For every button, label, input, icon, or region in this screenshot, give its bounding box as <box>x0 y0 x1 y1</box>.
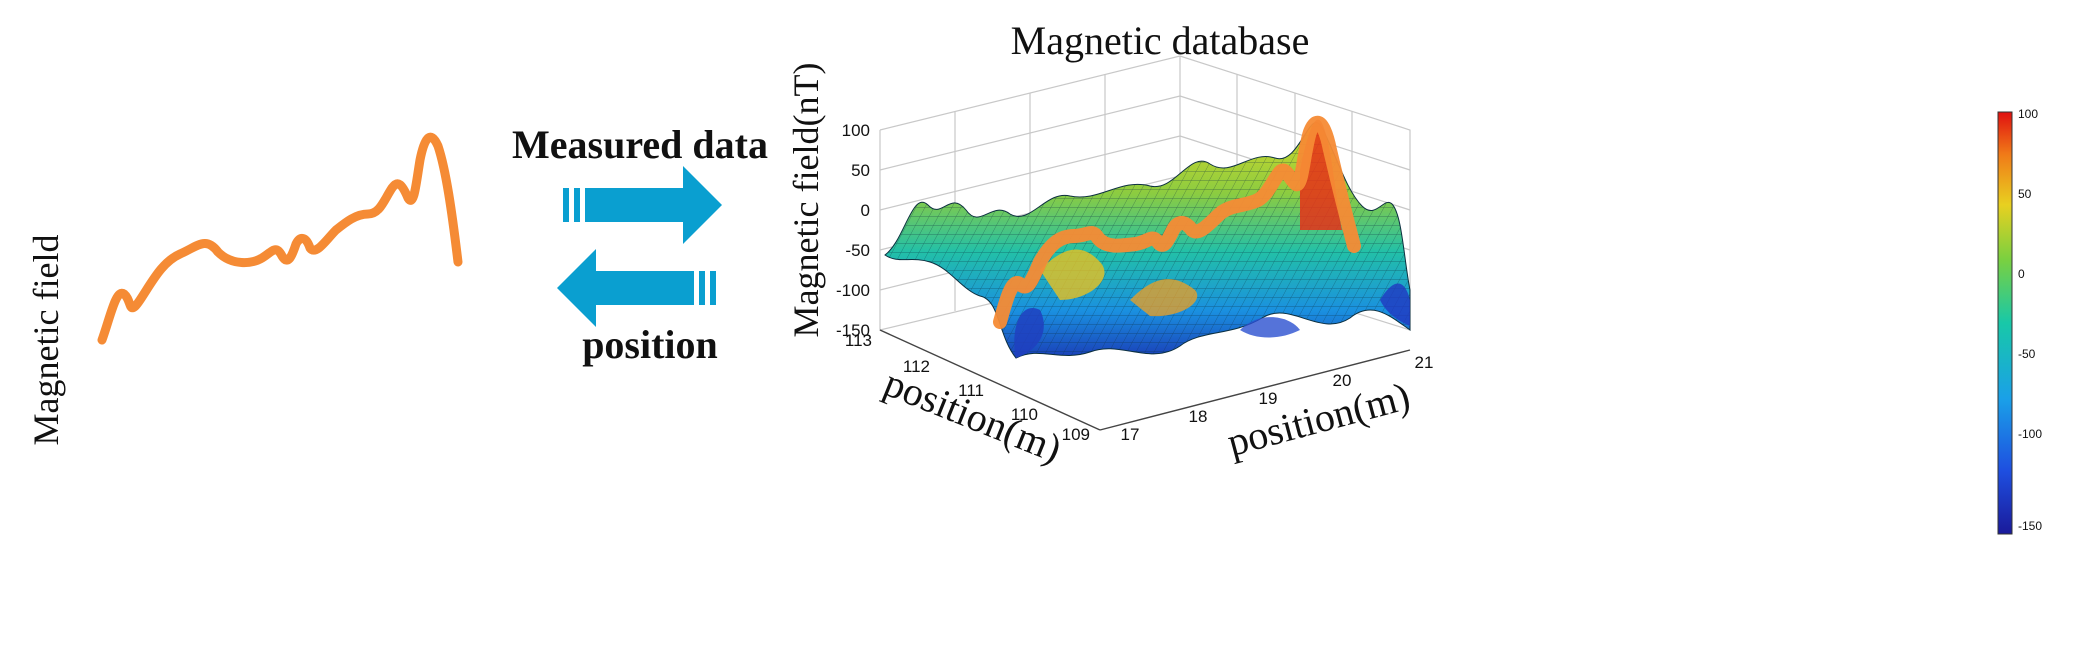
z-tick: 0 <box>861 201 870 220</box>
database-plot: Magnetic database 100 50 0 -50 -100 -150… <box>786 18 1433 471</box>
right-axis-tick: 17 <box>1121 425 1140 444</box>
left-ylabel: Magnetic field <box>26 235 66 446</box>
colorbar-tick: -50 <box>2018 347 2036 361</box>
measured-data-label: Measured data <box>512 122 768 167</box>
z-ticks: 100 50 0 -50 -100 -150 <box>836 121 870 340</box>
plot-title: Magnetic database <box>1011 18 1310 63</box>
left-axis-tick: 109 <box>1062 425 1090 444</box>
left-axis-label: position(m) <box>878 360 1068 472</box>
z-tick: -150 <box>836 321 870 340</box>
right-axis-label: position(m) <box>1223 373 1415 465</box>
left-axis-tick: 113 <box>845 331 872 350</box>
left-axis-ticks: 113 112 111 110 109 <box>845 331 1090 444</box>
right-arrow <box>563 166 722 244</box>
colorbar-tick: 0 <box>2018 267 2025 281</box>
colorbar-gradient <box>1997 111 2013 535</box>
left-axis-tick: 111 <box>958 381 984 400</box>
matched-trace <box>993 115 1361 329</box>
measured-signal-trace <box>97 132 463 345</box>
z-tick: 100 <box>842 121 870 140</box>
z-tick: -100 <box>836 281 870 300</box>
colorbar: 100 50 0 -50 -100 -150 <box>1997 107 2042 535</box>
right-axis-ticks: 17 18 19 20 21 <box>1121 353 1434 444</box>
z-tick: -50 <box>845 241 870 260</box>
z-tick: 50 <box>851 161 870 180</box>
floor-axes <box>879 329 1411 431</box>
right-axis-tick: 20 <box>1333 371 1352 390</box>
colorbar-tick: 100 <box>2018 107 2038 121</box>
left-panel: Magnetic field <box>26 132 463 446</box>
z-axis-label: Magnetic field(nT) <box>786 63 826 338</box>
colorbar-ticks: 100 50 0 -50 -100 -150 <box>2018 107 2042 533</box>
colorbar-tick: -150 <box>2018 519 2042 533</box>
right-axis-tick: 18 <box>1189 407 1208 426</box>
left-axis-tick: 112 <box>903 357 930 376</box>
left-axis-tick: 110 <box>1011 405 1038 424</box>
left-arrow <box>557 249 716 327</box>
right-axis-tick: 21 <box>1415 353 1434 372</box>
position-label: position <box>582 322 718 367</box>
colorbar-tick: -100 <box>2018 427 2042 441</box>
data-exchange: Measured data position <box>512 122 768 367</box>
right-axis-tick: 19 <box>1259 389 1278 408</box>
colorbar-tick: 50 <box>2018 187 2032 201</box>
